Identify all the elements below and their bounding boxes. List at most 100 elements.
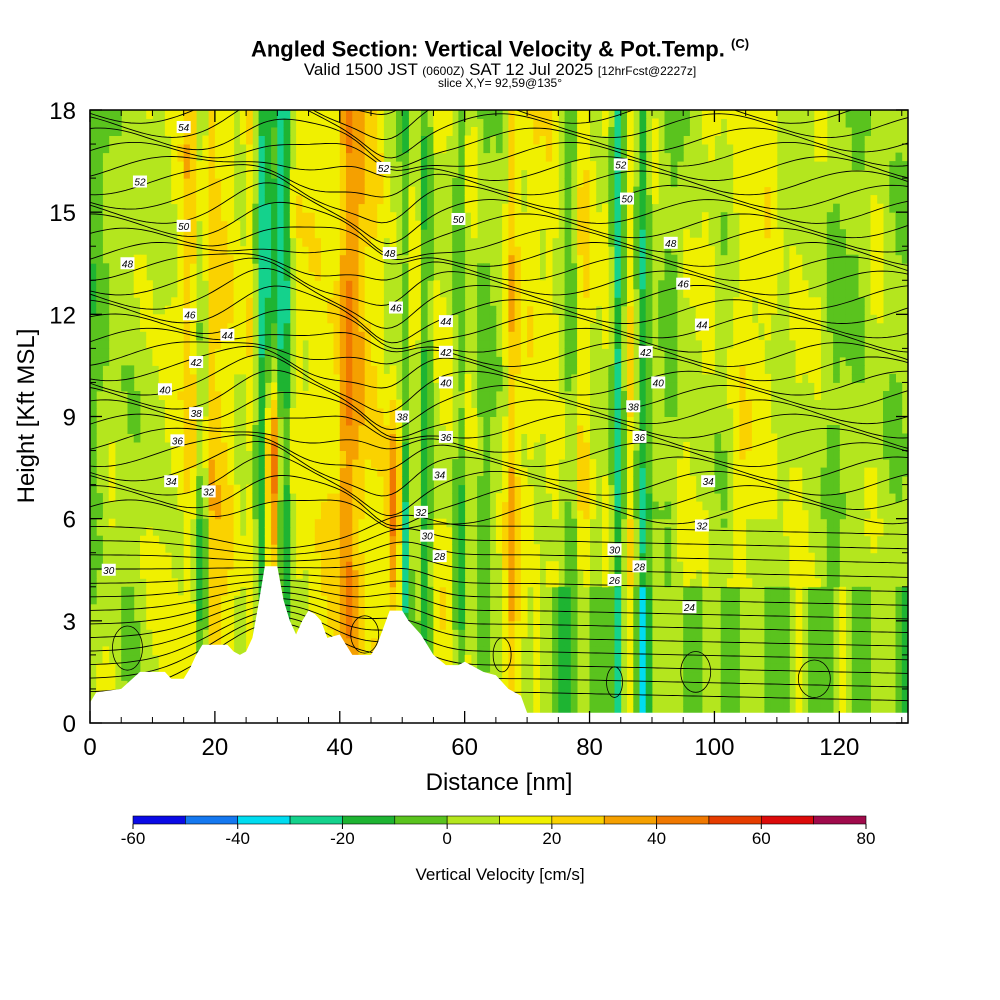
velocity-cell [745,399,753,409]
velocity-cell [152,552,160,562]
velocity-cell [614,459,622,469]
velocity-cell [533,688,540,698]
velocity-cell [314,561,322,571]
velocity-cell [414,297,422,307]
velocity-cell [358,552,366,562]
velocity-cell [90,561,97,571]
velocity-cell [208,552,216,562]
velocity-cell [133,408,141,417]
velocity-cell [439,569,447,579]
velocity-cell [514,416,522,426]
velocity-cell [483,501,491,511]
velocity-cell [733,169,740,179]
velocity-cell [314,408,322,417]
velocity-cell [633,280,640,290]
velocity-cell [402,373,409,383]
velocity-cell [346,391,353,400]
velocity-cell [333,450,341,460]
velocity-cell [377,144,384,154]
velocity-cell [189,612,197,622]
velocity-cell [527,288,534,298]
velocity-cell [614,348,622,358]
velocity-cell [346,118,353,128]
velocity-cell [620,186,628,196]
velocity-cell [239,552,247,562]
velocity-cell [720,697,728,707]
velocity-cell [327,603,334,613]
velocity-cell [233,518,241,528]
velocity-cell [352,271,359,281]
velocity-cell [308,178,316,188]
velocity-cell [558,629,565,639]
velocity-cell [458,535,466,545]
velocity-cell [533,569,540,579]
velocity-cell [202,442,210,451]
velocity-cell [371,288,378,298]
velocity-cell [614,408,622,417]
velocity-cell [271,416,278,426]
velocity-cell [352,646,359,656]
velocity-cell [346,637,353,647]
velocity-cell [620,229,628,239]
velocity-cell [439,127,447,136]
velocity-cell [358,305,366,315]
velocity-cell [458,603,466,613]
velocity-cell [633,229,640,239]
velocity-cell [564,203,572,213]
velocity-cell [595,595,603,605]
velocity-cell [739,305,747,315]
velocity-cell [221,527,228,537]
velocity-cell [214,484,222,494]
velocity-cell [502,339,509,349]
velocity-cell [683,637,690,647]
velocity-cell [264,408,272,417]
velocity-cell [633,212,640,222]
velocity-cell [726,654,734,664]
velocity-cell [371,322,378,332]
velocity-cell [183,186,191,196]
velocity-cell [458,578,466,588]
velocity-cell [264,544,272,554]
velocity-cell [733,442,740,451]
velocity-cell [358,493,366,503]
velocity-cell [321,408,328,417]
velocity-cell [214,518,222,528]
velocity-cell [164,399,172,409]
velocity-cell [614,391,622,400]
velocity-cell [564,186,572,196]
velocity-cell [645,271,653,281]
velocity-cell [183,561,191,571]
velocity-cell [171,586,178,596]
velocity-cell [608,646,615,656]
velocity-cell [371,373,378,383]
velocity-cell [483,569,491,579]
velocity-cell [358,595,366,605]
velocity-cell [321,612,328,622]
velocity-cell [733,612,740,622]
velocity-cell [452,178,459,188]
velocity-cell [402,527,409,537]
velocity-cell [514,297,522,307]
velocity-cell [396,110,403,119]
velocity-cell [508,629,516,639]
velocity-cell [745,305,753,315]
velocity-cell [564,178,572,188]
velocity-cell [352,603,359,613]
velocity-cell [508,527,516,537]
velocity-cell [314,552,322,562]
velocity-cell [545,365,553,375]
velocity-cell [283,442,291,451]
velocity-cell [577,339,584,349]
velocity-cell [296,195,303,205]
velocity-cell [96,544,103,554]
velocity-cell [483,118,491,128]
velocity-cell [733,501,740,511]
velocity-cell [420,229,428,239]
velocity-cell [589,510,597,520]
velocity-cell [614,288,622,298]
velocity-cell [183,348,191,358]
velocity-cell [533,544,540,554]
velocity-cell [227,459,235,469]
velocity-cell [733,408,740,417]
velocity-cell [558,416,565,426]
